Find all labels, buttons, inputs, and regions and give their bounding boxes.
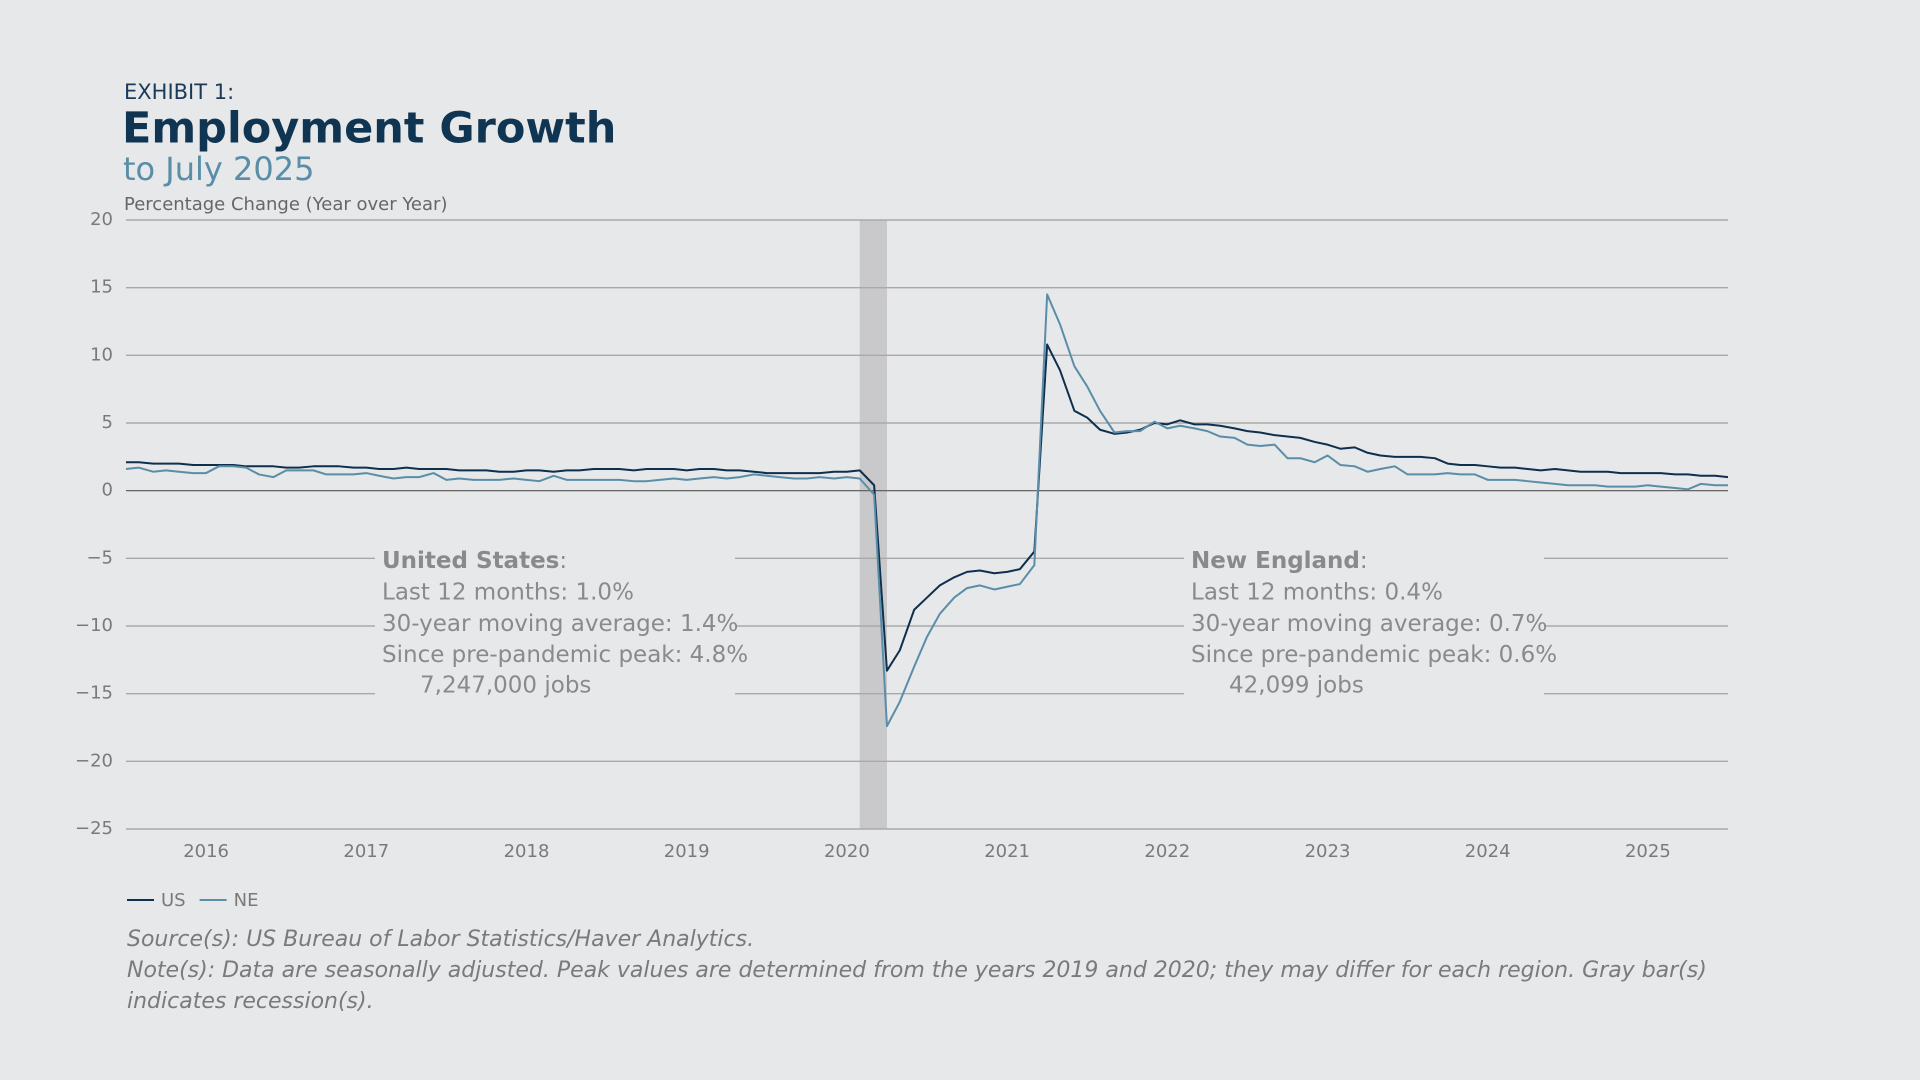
y-tick-label: 20 bbox=[90, 209, 113, 230]
x-tick-label: 2018 bbox=[504, 841, 550, 862]
x-tick-label: 2016 bbox=[183, 841, 229, 862]
annotation-heading: United States: bbox=[382, 548, 567, 574]
x-tick-label: 2017 bbox=[343, 841, 389, 862]
y-tick-label: 0 bbox=[102, 480, 113, 501]
y-tick-label: −25 bbox=[75, 818, 113, 839]
x-tick-label: 2025 bbox=[1625, 841, 1671, 862]
y-tick-label: 10 bbox=[90, 344, 113, 365]
legend-label: US bbox=[161, 890, 186, 911]
annotation-heading-part: New England bbox=[1191, 548, 1360, 574]
legend-label: NE bbox=[234, 890, 259, 911]
chart-subtitle: to July 2025 bbox=[123, 150, 314, 188]
annotation-line: Last 12 months: 0.4% bbox=[1191, 580, 1443, 606]
x-tick-label: 2019 bbox=[664, 841, 710, 862]
x-tick-label: 2021 bbox=[984, 841, 1030, 862]
y-tick-label: −20 bbox=[75, 750, 113, 771]
annotation-jobs: 7,247,000 jobs bbox=[420, 673, 591, 699]
series-line bbox=[125, 293, 1728, 728]
chart-title: Employment Growth bbox=[122, 104, 616, 154]
footnote: Note(s): Data are seasonally adjusted. P… bbox=[127, 958, 1707, 1014]
y-axis-label: Percentage Change (Year over Year) bbox=[124, 194, 447, 215]
x-tick-label: 2023 bbox=[1305, 841, 1351, 862]
annotation-jobs: 42,099 jobs bbox=[1229, 673, 1364, 699]
annotation-heading: New England: bbox=[1191, 548, 1368, 574]
series-line bbox=[126, 343, 1729, 672]
annotation-heading-part: United States bbox=[382, 548, 559, 574]
x-tick-label: 2022 bbox=[1144, 841, 1190, 862]
y-tick-label: −10 bbox=[75, 615, 113, 636]
annotation-box bbox=[1184, 545, 1544, 700]
y-tick-label: −5 bbox=[86, 547, 113, 568]
recession-bar bbox=[859, 220, 887, 829]
exhibit-label: EXHIBIT 1: bbox=[124, 80, 234, 104]
annotation-line: Since pre-pandemic peak: 0.6% bbox=[1191, 642, 1557, 668]
y-tick-label: −15 bbox=[75, 683, 113, 704]
source-note: Source(s): US Bureau of Labor Statistics… bbox=[127, 927, 755, 952]
annotation-box bbox=[375, 545, 735, 700]
annotation-line: 30-year moving average: 1.4% bbox=[382, 611, 738, 637]
annotation-heading-part: : bbox=[1360, 548, 1368, 574]
annotation-line: 30-year moving average: 0.7% bbox=[1191, 611, 1547, 637]
annotation-line: Last 12 months: 1.0% bbox=[382, 580, 634, 606]
x-tick-label: 2020 bbox=[824, 841, 870, 862]
y-tick-label: 5 bbox=[102, 412, 113, 433]
x-tick-label: 2024 bbox=[1465, 841, 1511, 862]
annotation-line: Since pre-pandemic peak: 4.8% bbox=[382, 642, 748, 668]
annotation-heading-part: : bbox=[559, 548, 567, 574]
y-tick-label: 15 bbox=[90, 277, 113, 298]
